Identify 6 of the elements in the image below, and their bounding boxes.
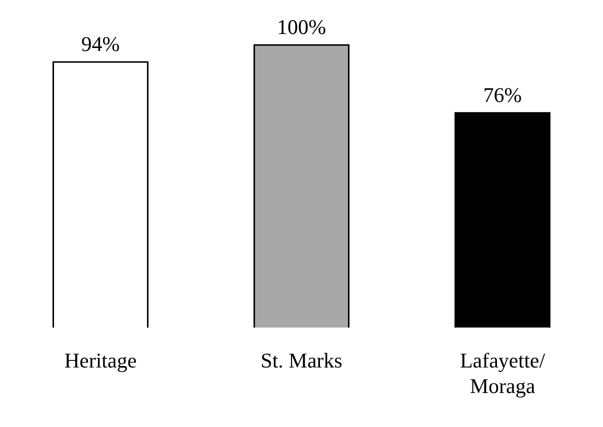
x-tick-label: St. Marks	[260, 348, 342, 373]
data-label: 76%	[483, 82, 522, 107]
data-label: 94%	[81, 32, 120, 56]
x-tick-label: Lafayette/ Moraga	[460, 348, 546, 398]
data-label: 100%	[277, 15, 326, 40]
x-tick-label: Heritage	[64, 348, 137, 373]
